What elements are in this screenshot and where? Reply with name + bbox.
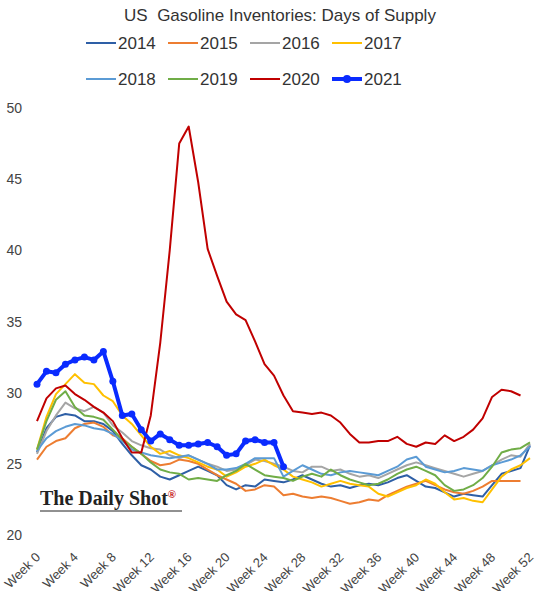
series-marker (166, 436, 173, 443)
x-tick-label: Week 52 (489, 550, 536, 591)
legend-swatch (250, 42, 280, 44)
y-tick-label: 40 (6, 242, 22, 258)
series-marker (128, 411, 135, 418)
watermark-underline (40, 511, 182, 512)
series-marker (233, 450, 240, 457)
x-tick-label: Week 4 (39, 550, 81, 591)
x-tick-label: Week 0 (2, 550, 44, 591)
y-tick (34, 108, 37, 109)
legend-swatch (250, 78, 280, 80)
series-marker (261, 439, 268, 446)
legend-label: 2020 (282, 70, 320, 89)
legend-label: 2021 (364, 70, 402, 89)
series-marker (214, 443, 221, 450)
chart: US Gasoline Inventories: Days of Supply 2… (0, 0, 544, 591)
legend-label: 2018 (118, 70, 156, 89)
y-tick-label: 45 (6, 171, 22, 187)
series-marker (43, 368, 50, 375)
legend-item: 2015 (168, 34, 238, 53)
series-marker (52, 369, 59, 376)
legend-swatch (168, 42, 198, 44)
legend-swatch (168, 78, 198, 80)
series-marker (271, 439, 278, 446)
series-marker (252, 436, 259, 443)
legend-item: 2017 (332, 34, 402, 53)
legend-marker (343, 75, 351, 83)
y-tick-label: 50 (6, 100, 22, 116)
legend-swatch (332, 42, 362, 44)
series-marker (280, 463, 287, 470)
series-marker (71, 356, 78, 363)
watermark-mark: ® (168, 488, 176, 500)
legend-item: 2014 (86, 34, 156, 53)
legend-swatch (86, 78, 116, 80)
legend-label: 2016 (282, 34, 320, 53)
watermark-main: The Daily Shot (40, 487, 168, 510)
y-tick (34, 535, 37, 536)
series-marker (223, 452, 230, 459)
legend-item: 2019 (168, 70, 238, 89)
title: US Gasoline Inventories: Days of Supply (124, 6, 436, 25)
y-tick-label: 30 (6, 385, 22, 401)
series-marker (119, 412, 126, 419)
series-marker (204, 439, 211, 446)
legend-label: 2017 (364, 34, 402, 53)
watermark: The Daily Shot® (40, 487, 176, 510)
series-marker (90, 356, 97, 363)
series-marker (138, 426, 145, 433)
series-marker (109, 378, 116, 385)
series-marker (62, 361, 69, 368)
legend-label: 2019 (200, 70, 238, 89)
series-marker (100, 348, 107, 355)
y-tick-label: 35 (6, 314, 22, 330)
legend-item: 2021 (332, 70, 402, 89)
y-tick-label: 20 (6, 527, 22, 543)
legend-item: 2018 (86, 70, 156, 89)
legend-label: 2014 (118, 34, 156, 53)
y-tick (34, 250, 37, 251)
series-marker (242, 438, 249, 445)
y-tick (34, 392, 37, 393)
legend-swatch (86, 42, 116, 44)
legend-item: 2016 (250, 34, 320, 53)
series-line (37, 424, 530, 477)
legend-label: 2015 (200, 34, 238, 53)
y-tick (34, 321, 37, 322)
plot-area (34, 127, 531, 504)
series-line (37, 351, 284, 466)
series-marker (34, 381, 41, 388)
series-marker (157, 430, 164, 437)
legend-item: 2020 (250, 70, 320, 89)
y-tick (34, 463, 37, 464)
y-tick-label: 25 (6, 456, 22, 472)
series-marker (185, 442, 192, 449)
series-marker (176, 442, 183, 449)
series-marker (147, 438, 154, 445)
series-line (37, 127, 521, 453)
y-tick (34, 179, 37, 180)
series-marker (195, 440, 202, 447)
series-marker (81, 354, 88, 361)
